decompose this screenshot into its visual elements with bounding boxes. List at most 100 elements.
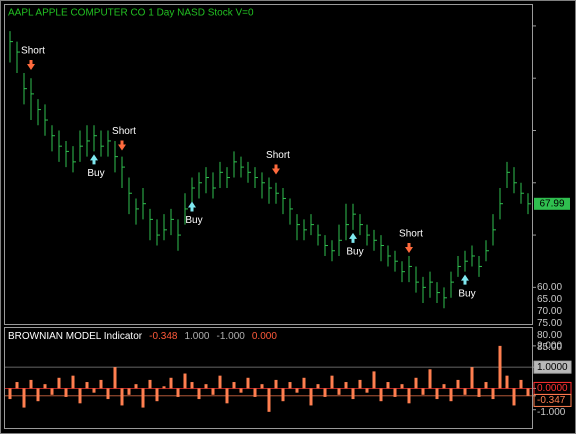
price-panel-frame bbox=[4, 4, 533, 325]
indicator-bar bbox=[155, 388, 159, 402]
y-tick-label: 2.000 bbox=[537, 341, 562, 352]
signal-arrow bbox=[349, 232, 357, 243]
indicator-bar bbox=[407, 388, 411, 404]
indicator-bar bbox=[393, 388, 397, 397]
last-price-label: 67.99 bbox=[539, 198, 564, 209]
indicator-bar bbox=[442, 384, 446, 389]
indicator-bar bbox=[225, 388, 229, 404]
indicator-bar bbox=[127, 388, 131, 395]
indicator-bar bbox=[239, 388, 243, 393]
indicator-bar bbox=[344, 382, 348, 389]
indicator-bar bbox=[43, 384, 47, 389]
indicator-bar bbox=[64, 388, 68, 397]
indicator-bar bbox=[456, 379, 460, 389]
indicator-bar bbox=[414, 377, 418, 389]
indicator-bar bbox=[435, 388, 439, 400]
indicator-bar bbox=[29, 379, 33, 389]
indicator-bar bbox=[526, 388, 530, 396]
signal-arrow bbox=[272, 164, 280, 175]
indicator-bar bbox=[246, 377, 250, 389]
indicator-bar bbox=[505, 375, 509, 389]
indicator-bar bbox=[190, 382, 194, 389]
y-tick-label: 1.0000 bbox=[537, 362, 568, 373]
indicator-bar bbox=[134, 384, 138, 389]
signal-label: Buy bbox=[185, 215, 202, 226]
indicator-bar bbox=[365, 388, 369, 393]
signal-arrow bbox=[188, 201, 196, 212]
indicator-bar bbox=[337, 388, 341, 395]
indicator-bar bbox=[295, 388, 299, 393]
indicator-bar bbox=[162, 386, 166, 389]
indicator-bar bbox=[211, 388, 215, 395]
indicator-bar bbox=[8, 388, 12, 400]
y-tick-label: 80.00 bbox=[537, 330, 562, 341]
indicator-bar bbox=[50, 388, 54, 395]
indicator-bar bbox=[169, 377, 173, 389]
indicator-bar bbox=[85, 382, 89, 389]
chart-title: AAPL APPLE COMPUTER CO 1 Day NASD Stock … bbox=[8, 8, 254, 19]
indicator-bar bbox=[498, 345, 502, 389]
indicator-bar bbox=[253, 388, 257, 397]
indicator-bar bbox=[512, 388, 516, 406]
signal-label: Buy bbox=[87, 168, 104, 179]
indicator-bar bbox=[176, 388, 180, 397]
signal-arrow bbox=[405, 242, 413, 253]
indicator-bar bbox=[204, 384, 208, 389]
indicator-bar bbox=[470, 367, 474, 389]
indicator-bar bbox=[484, 382, 488, 389]
indicator-bar bbox=[463, 388, 467, 395]
y-tick-label: 75.00 bbox=[537, 318, 562, 329]
indicator-bar bbox=[281, 388, 285, 402]
signal-label: Buy bbox=[458, 288, 475, 299]
signal-label: Short bbox=[399, 229, 423, 240]
indicator-bar bbox=[519, 379, 523, 389]
signal-label: Buy bbox=[346, 246, 363, 257]
indicator-bar bbox=[351, 388, 355, 400]
signal-arrow bbox=[461, 274, 469, 285]
indicator-bar bbox=[358, 379, 362, 389]
y-tick-label: -0.347 bbox=[537, 395, 566, 406]
indicator-bar bbox=[78, 388, 82, 404]
signal-arrow bbox=[27, 59, 35, 70]
indicator-bar bbox=[106, 388, 110, 400]
indicator-bar bbox=[218, 375, 222, 389]
y-tick-label: 0.0000 bbox=[537, 383, 568, 394]
indicator-bar bbox=[148, 379, 152, 389]
indicator-bar bbox=[99, 379, 103, 389]
indicator-bar bbox=[379, 388, 383, 402]
indicator-bar bbox=[141, 388, 145, 408]
last-price-box bbox=[534, 197, 570, 210]
indicator-title: BROWNIAN MODEL Indicator -0.348 1.000 -1.00… bbox=[8, 331, 277, 342]
y-tick-box bbox=[533, 393, 572, 407]
y-tick-label: 85.00 bbox=[537, 342, 562, 353]
indicator-bar bbox=[309, 388, 313, 406]
signal-arrow bbox=[90, 154, 98, 165]
indicator-name: BROWNIAN MODEL Indicator bbox=[8, 331, 143, 342]
indicator-bar bbox=[57, 377, 61, 389]
indicator-bar bbox=[113, 367, 117, 389]
indicator-bar bbox=[421, 388, 425, 395]
y-tick-label: 60.00 bbox=[537, 282, 562, 293]
signal-arrow bbox=[118, 140, 126, 151]
indicator-bar bbox=[428, 369, 432, 389]
indicator-panel-frame bbox=[4, 327, 533, 429]
indicator-bar bbox=[22, 388, 26, 408]
indicator-bar bbox=[274, 379, 278, 389]
indicator-bar bbox=[120, 388, 124, 406]
indicator-bar bbox=[15, 382, 19, 389]
y-tick-label: 65.00 bbox=[537, 294, 562, 305]
indicator-readout: 0.000 bbox=[252, 331, 277, 342]
y-tick-label: -1.000 bbox=[537, 407, 566, 418]
indicator-bar bbox=[316, 384, 320, 389]
signal-label: Short bbox=[21, 46, 45, 57]
indicator-bar bbox=[491, 388, 495, 400]
indicator-readout: 1.000 bbox=[184, 331, 209, 342]
indicator-bar bbox=[92, 388, 96, 393]
indicator-bar bbox=[267, 388, 271, 412]
signal-label: Short bbox=[112, 126, 136, 137]
indicator-bar bbox=[183, 373, 187, 389]
indicator-bar bbox=[232, 382, 236, 389]
indicator-bar bbox=[71, 375, 75, 389]
